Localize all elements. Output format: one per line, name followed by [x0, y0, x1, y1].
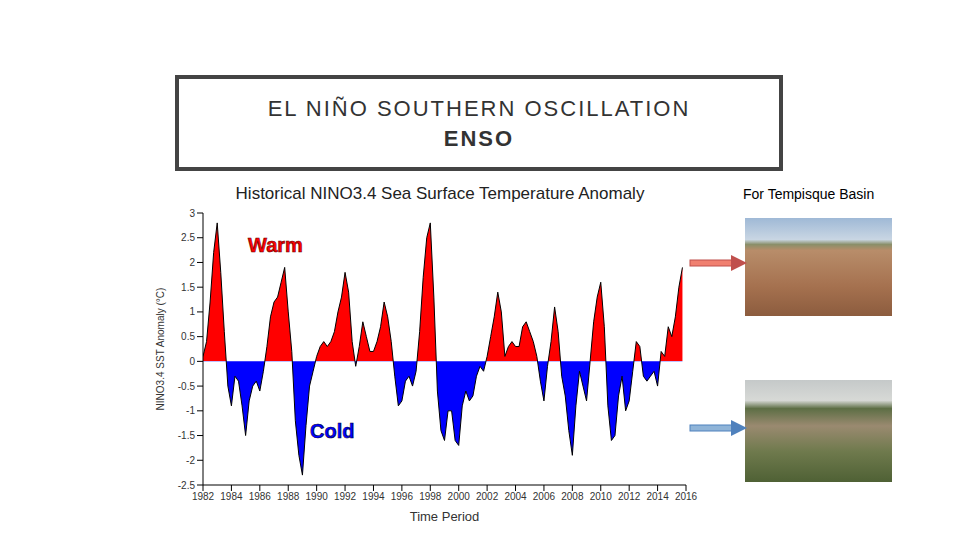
html-text:EL NIÑO SOUTHERN OSCILLATION: EL NIÑO SOUTHERN OSCILLATION — [267, 96, 691, 121]
html-text:ENSO: ENSO — [443, 126, 515, 151]
svg-text:1992: 1992 — [334, 491, 357, 502]
svg-text:2: 2 — [189, 257, 195, 268]
svg-text:2006: 2006 — [533, 491, 556, 502]
svg-text:3: 3 — [189, 208, 195, 219]
svg-text:-2.5: -2.5 — [178, 480, 196, 491]
svg-text:2.5: 2.5 — [181, 232, 195, 243]
svg-text:-2: -2 — [186, 455, 195, 466]
svg-text:2014: 2014 — [646, 491, 669, 502]
html-text:Cold: Cold — [310, 420, 355, 442]
svg-text:1990: 1990 — [306, 491, 329, 502]
svg-text:1988: 1988 — [277, 491, 300, 502]
svg-text:1: 1 — [189, 306, 195, 317]
svg-text:2008: 2008 — [561, 491, 584, 502]
svg-text:2000: 2000 — [448, 491, 471, 502]
svg-text:1984: 1984 — [220, 491, 243, 502]
svg-text:1994: 1994 — [362, 491, 385, 502]
svg-text:2012: 2012 — [618, 491, 641, 502]
svg-text:Time Period: Time Period — [410, 509, 480, 522]
svg-text:1.5: 1.5 — [181, 282, 195, 293]
svg-text:1998: 1998 — [419, 491, 442, 502]
svg-text:2004: 2004 — [504, 491, 527, 502]
html-text:Warm: Warm — [248, 234, 303, 256]
svg-text:1982: 1982 — [192, 491, 215, 502]
svg-text:2016: 2016 — [675, 491, 698, 502]
svg-text:1986: 1986 — [249, 491, 272, 502]
svg-text:NINO3.4 SST Anomaly (°C): NINO3.4 SST Anomaly (°C) — [155, 288, 166, 411]
svg-text:-0.5: -0.5 — [178, 381, 196, 392]
svg-text:2010: 2010 — [590, 491, 613, 502]
svg-text:-1: -1 — [186, 405, 195, 416]
svg-text:0.5: 0.5 — [181, 331, 195, 342]
svg-text:0: 0 — [189, 356, 195, 367]
svg-text:1996: 1996 — [391, 491, 414, 502]
html-text:Historical NINO3.4 Sea Surface: Historical NINO3.4 Sea Surface Temperatu… — [235, 184, 645, 203]
svg-text:-1.5: -1.5 — [178, 430, 196, 441]
html-text:For Tempisque Basin: For Tempisque Basin — [743, 186, 875, 202]
svg-text:2002: 2002 — [476, 491, 499, 502]
